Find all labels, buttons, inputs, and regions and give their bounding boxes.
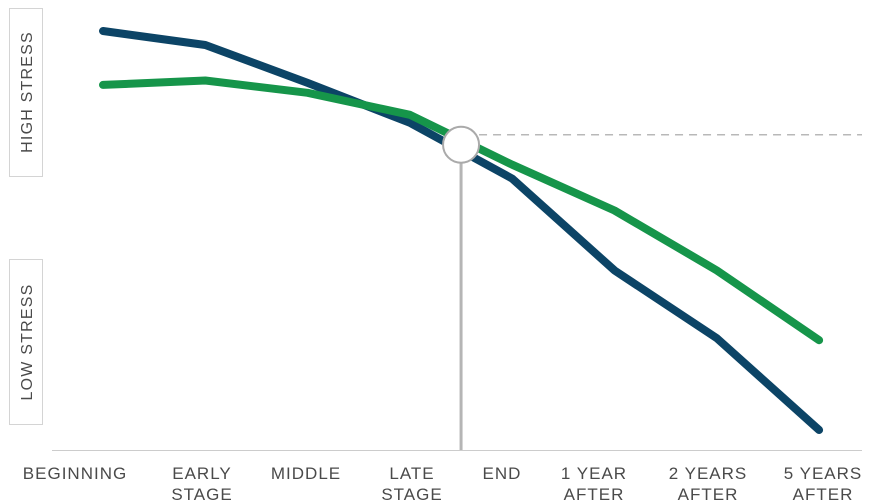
x-axis-ticks: BEGINNING EARLY STAGE MIDDLE LATE STAGE END 1 Y…: [23, 464, 863, 502]
x-tick-label: LATE STAGE: [381, 464, 442, 502]
x-tick-label: 1 YEAR AFTER: [561, 464, 627, 502]
x-tick-label: MIDDLE: [271, 464, 341, 483]
x-tick-label: END: [483, 464, 522, 483]
x-tick-label: EARLY STAGE: [171, 464, 232, 502]
x-tick-label: 5 YEARS AFTER: [784, 464, 863, 502]
crossover-marker: [442, 125, 481, 164]
high-stress-label: HIGH STRESS: [19, 31, 36, 153]
high-stress-band: [9, 8, 43, 177]
low-stress-label: LOW STRESS: [19, 284, 36, 401]
low-stress-band: [9, 259, 43, 425]
x-tick-label: 2 YEARS AFTER: [669, 464, 748, 502]
x-tick-label: BEGINNING: [23, 464, 127, 483]
